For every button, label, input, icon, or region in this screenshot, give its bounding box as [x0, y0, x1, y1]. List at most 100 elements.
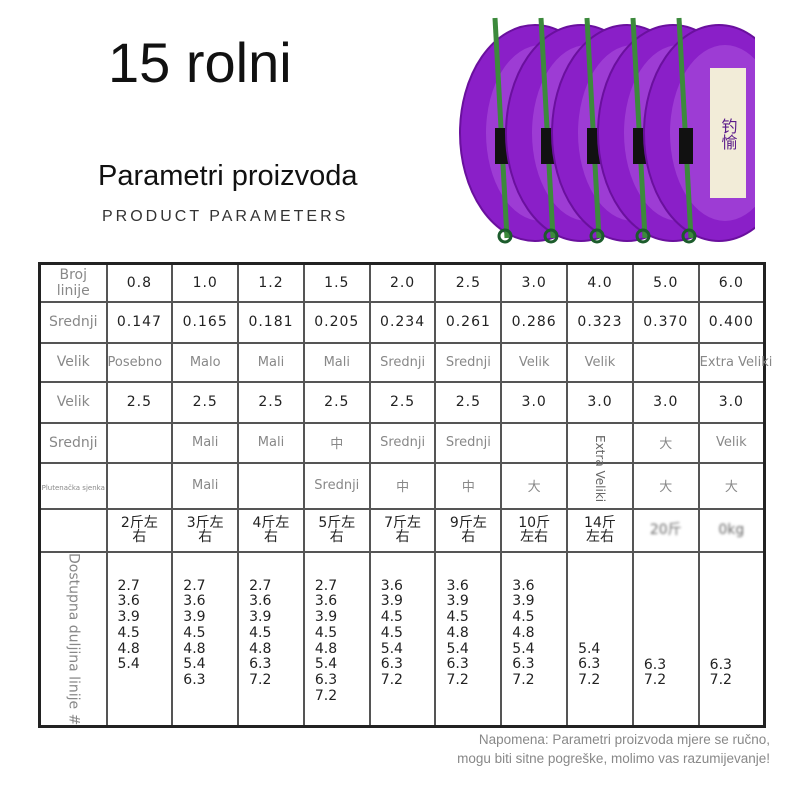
- line-length-value: 7.2: [709, 672, 732, 689]
- line-length-value: 4.8: [249, 640, 272, 657]
- line-length-value: 4.5: [314, 624, 338, 641]
- table-cell: 0.181: [237, 300, 305, 344]
- line-length-value: 5.4: [512, 640, 535, 657]
- section-title: Parametri proizvoda: [98, 160, 358, 192]
- cell-value: 大: [527, 480, 541, 495]
- cell-value: 1.2: [258, 274, 284, 291]
- cell-value: Velik: [584, 354, 616, 370]
- cell-value: 0.181: [248, 314, 294, 330]
- table-cell: Mali: [171, 421, 240, 464]
- table-cell: 3.6 3.9 4.5 4.5 5.4 6.3 7.2: [368, 550, 437, 728]
- table-row: Plutenačka sjenka Mali Srednji 中中大 Extra Vel…: [38, 435, 766, 510]
- cell-value: 2.5: [324, 394, 350, 410]
- table-cell: 7斤左右: [368, 507, 437, 553]
- cell-value: 0.205: [314, 314, 360, 330]
- cell-value: Extra Veliki: [699, 354, 773, 370]
- table-cell: 2斤左右: [105, 507, 174, 553]
- line-length-value: 2.7: [314, 577, 338, 594]
- table-cell: 0.261: [434, 300, 503, 344]
- line-length-value: 3.9: [512, 593, 535, 610]
- cell-value: 6.0: [718, 274, 744, 291]
- page-title: 15 rolni: [108, 31, 292, 94]
- line-length-value: 6.3: [380, 656, 403, 673]
- disclaimer-note: Napomena: Parametri proizvoda mjere se r…: [457, 730, 770, 768]
- table-cell: 6.3 7.2: [697, 550, 766, 728]
- table-cell: 4.0: [566, 262, 634, 303]
- line-length-value: 2.7: [183, 577, 206, 594]
- table-cell: 大: [631, 421, 700, 464]
- table-cell: 2.7 3.6 3.9 4.5 4.8 5.4: [105, 550, 174, 728]
- line-length-value: 3.6: [314, 593, 338, 610]
- cell-value: 2.0: [389, 274, 416, 291]
- cell-value: Srednji: [445, 354, 491, 370]
- row-label-text: Velik: [56, 394, 90, 410]
- table-cell: 3.0: [631, 380, 700, 424]
- cell-value: 大: [659, 480, 673, 495]
- cell-value: 大: [724, 480, 738, 495]
- line-length-value: 4.8: [512, 624, 535, 641]
- spool-label: [710, 68, 746, 198]
- cell-value: Mali: [257, 354, 285, 370]
- line-length-value: 5.4: [578, 640, 601, 657]
- table-cell: 3斤左右: [171, 507, 240, 553]
- line-length-value: 7.2: [249, 672, 272, 689]
- table-cell: Srednji: [434, 341, 503, 383]
- parameters-table: Broj linije 0.8 1.0 1.2 1.5 2.0 2.5 3.0 4.0 5.0 6.…: [38, 262, 772, 728]
- table-cell: 0.370: [631, 300, 700, 344]
- table-cell: 2.5: [302, 380, 371, 424]
- table-cell: 5.0: [631, 262, 700, 303]
- line-length-value: 7.2: [446, 672, 469, 689]
- row-label: Plutenačka sjenka: [38, 461, 108, 510]
- cell-value: 2.5: [258, 394, 284, 410]
- line-length-value: 4.8: [446, 624, 469, 641]
- cell-value: 3.0: [587, 394, 613, 410]
- cell-value: 4.0: [587, 274, 613, 291]
- cell-value: 0.147: [116, 314, 162, 330]
- cell-value: 中: [330, 437, 344, 452]
- line-length-value: 3.6: [512, 577, 535, 594]
- line-length-value: 6.3: [183, 672, 206, 689]
- table-cell: Posebno: [105, 341, 174, 383]
- table-cell: 0.234: [368, 300, 437, 344]
- line-length-value: 4.5: [446, 609, 469, 626]
- cell-value: 0kg: [718, 522, 745, 538]
- row-label-text: Srednji: [49, 434, 98, 451]
- row-label: Velik: [38, 380, 108, 424]
- row-label-text: Dostupna duljina linije #: [65, 552, 82, 725]
- table-cell: [105, 461, 174, 510]
- table-cell: Extra Veliki: [566, 435, 634, 510]
- table-cell: 20斤: [631, 507, 700, 553]
- note-line-1: Napomena: Parametri proizvoda mjere se r…: [478, 732, 770, 747]
- table-cell: 4斤左右: [237, 507, 305, 553]
- table-cell: 1.5: [302, 262, 371, 303]
- cell-value: Srednji: [380, 354, 426, 370]
- line-length-value: 7.2: [380, 672, 403, 689]
- table-cell: 2.5: [237, 380, 305, 424]
- table-row: Velik 2.5 2.5 2.5 2.5 2.5 2.5 3.0 3.0 3.0 3.0: [38, 380, 766, 424]
- table-cell: [631, 341, 700, 383]
- table-cell: 3.0: [500, 380, 569, 424]
- cell-value: 2.5: [455, 394, 482, 410]
- table-cell: 2.7 3.6 3.9 4.5 4.8 6.3 7.2: [237, 550, 305, 728]
- cell-value: Mali: [257, 435, 285, 450]
- line-length-value: 7.2: [578, 672, 601, 689]
- table-cell: [237, 461, 305, 510]
- line-length-value: 3.9: [117, 609, 140, 626]
- line-length-value: 3.9: [446, 593, 469, 610]
- cell-value: Mali: [323, 354, 350, 370]
- row-label-text: Plutenačka sjenka: [41, 483, 105, 492]
- row-label: [38, 507, 108, 553]
- cell-value: 3.0: [718, 394, 744, 410]
- table-row: Broj linije 0.8 1.0 1.2 1.5 2.0 2.5 3.0 4.0 5.0 6.…: [38, 262, 766, 303]
- cell-value: 5斤左右: [318, 514, 356, 545]
- cell-value: 1.0: [192, 274, 218, 291]
- row-label: Dostupna duljina linije #: [38, 550, 108, 728]
- line-length-value: 3.9: [249, 609, 272, 626]
- table-cell: 2.7 3.6 3.9 4.5 4.8 5.4 6.3 7.2: [302, 550, 371, 728]
- table-cell: 中: [302, 421, 371, 464]
- cell-value: Mali: [191, 478, 219, 493]
- table-cell: Mali: [237, 421, 305, 464]
- cell-value: 中: [396, 480, 410, 495]
- line-length-value: 6.3: [249, 656, 272, 673]
- line-length-value: 3.9: [183, 609, 206, 626]
